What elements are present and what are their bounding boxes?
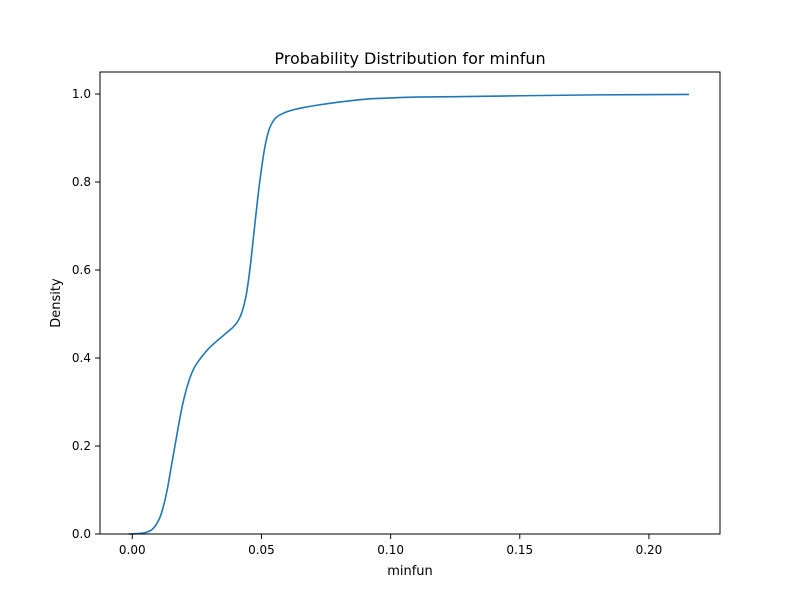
y-tick-label: 1.0 <box>72 87 91 101</box>
y-tick-label: 0.2 <box>72 439 91 453</box>
y-tick-label: 0.6 <box>72 263 91 277</box>
y-tick-label: 0.8 <box>72 175 91 189</box>
x-tick-label: 0.10 <box>377 543 404 557</box>
x-tick-label: 0.00 <box>119 543 146 557</box>
y-tick-label: 0.0 <box>72 527 91 541</box>
x-tick-label: 0.20 <box>636 543 663 557</box>
chart-title: Probability Distribution for minfun <box>274 49 545 68</box>
x-tick-label: 0.15 <box>506 543 533 557</box>
x-axis-label: minfun <box>387 564 433 579</box>
y-axis-label: Density <box>49 278 64 328</box>
y-tick-label: 0.4 <box>72 351 91 365</box>
x-tick-label: 0.05 <box>248 543 275 557</box>
